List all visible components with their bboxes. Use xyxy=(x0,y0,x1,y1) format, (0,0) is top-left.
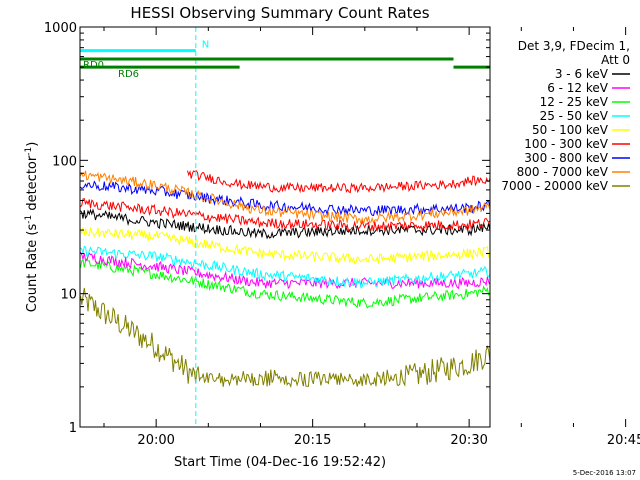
series-line-7 xyxy=(80,180,490,217)
legend-label-9: 7000 - 20000 keV xyxy=(501,179,608,193)
x-tick-label-4: 20:45 xyxy=(607,433,640,448)
flag-label-rd0: RD0 xyxy=(83,60,104,71)
legend-header-line-2: Att 0 xyxy=(601,53,630,67)
series-line-3 xyxy=(80,257,490,309)
series-line-9 xyxy=(80,287,490,389)
chart-title: HESSI Observing Summary Count Rates xyxy=(130,4,429,22)
legend-label-1: 3 - 6 keV xyxy=(555,67,609,81)
legend-label-7: 300 - 800 keV xyxy=(524,151,608,165)
flag-label-n: N xyxy=(202,40,209,51)
legend-label-3: 12 - 25 keV xyxy=(540,95,609,109)
legend-label-5: 50 - 100 keV xyxy=(532,123,609,137)
series-line-1 xyxy=(80,208,490,240)
y-tick-label-2: 10 xyxy=(60,288,77,303)
footer-timestamp: 5-Dec-2016 13:07 xyxy=(573,469,636,477)
y-tick-label-4: 1000 xyxy=(44,21,77,36)
x-tick-label-3: 20:30 xyxy=(450,433,487,448)
y-axis-label: Count Rate (s-1 detector-1) xyxy=(24,142,40,313)
series-line-5 xyxy=(80,227,490,265)
legend-label-6: 100 - 300 keV xyxy=(524,137,608,151)
y-tick-label-3: 100 xyxy=(52,154,77,169)
series-line-upper-red xyxy=(187,169,490,194)
legend-header-line-1: Det 3,9, FDecim 1, xyxy=(518,39,630,53)
flag-label-rd6: RD6 xyxy=(118,69,139,80)
x-tick-label-2: 20:15 xyxy=(294,433,331,448)
legend-label-2: 6 - 12 keV xyxy=(547,81,609,95)
legend-label-4: 25 - 50 keV xyxy=(540,109,609,123)
plot-frame xyxy=(79,26,491,428)
x-axis-label: Start Time (04-Dec-16 19:52:42) xyxy=(174,455,386,470)
y-tick-label-1: 1 xyxy=(69,421,77,436)
series-line-6 xyxy=(80,198,490,233)
series-line-2 xyxy=(80,251,490,290)
legend-label-8: 800 - 7000 keV xyxy=(517,165,609,179)
series-line-4 xyxy=(80,245,490,289)
x-tick-label-1: 20:00 xyxy=(137,433,174,448)
series-line-8 xyxy=(80,170,490,226)
